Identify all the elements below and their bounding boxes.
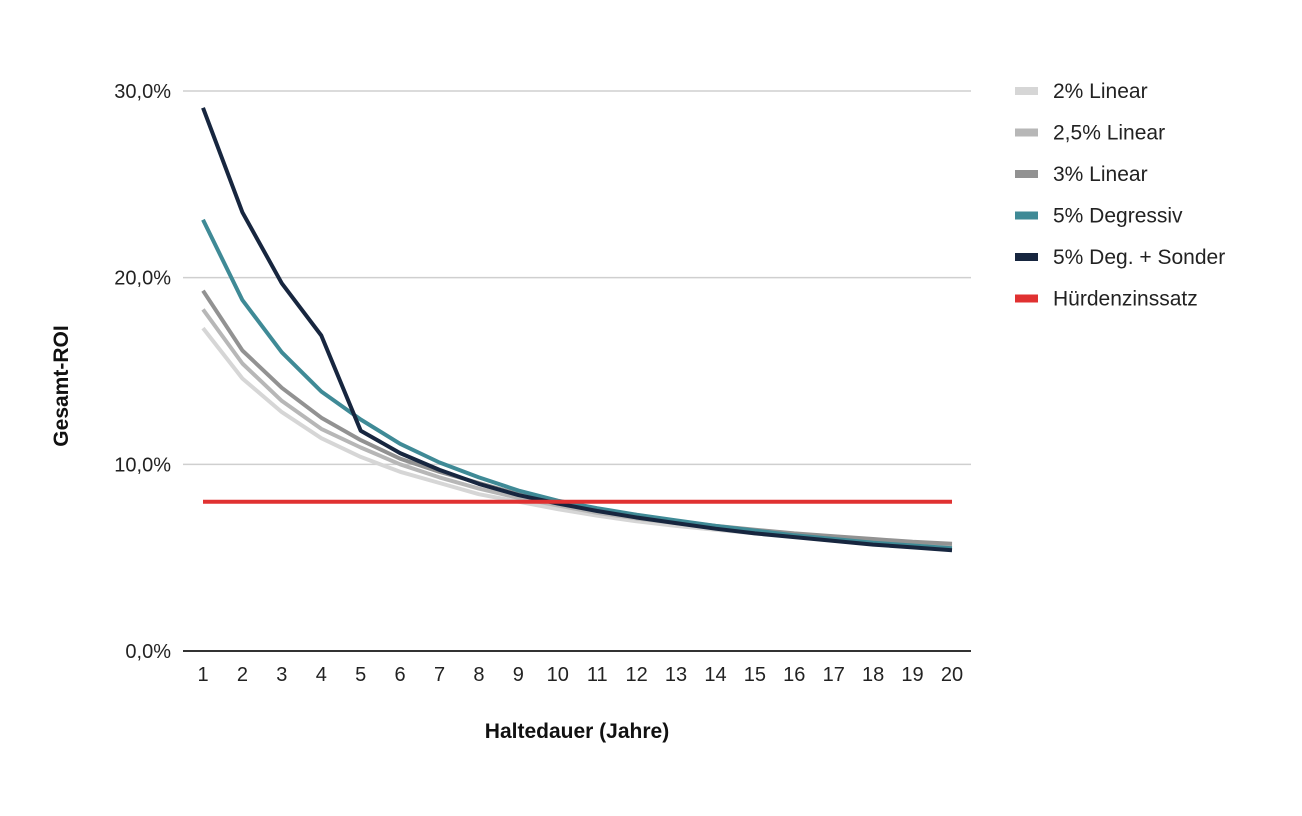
legend-label: 5% Degressiv (1053, 205, 1183, 228)
x-tick-label: 4 (316, 664, 327, 686)
legend-swatch (1015, 294, 1038, 303)
legend-label: 2% Linear (1053, 80, 1148, 103)
x-tick-label: 20 (941, 664, 963, 686)
series-line-2-5-linear (201, 308, 953, 547)
legend-swatch (1015, 87, 1038, 95)
x-tick-label: 10 (547, 664, 569, 686)
y-tick-label: 10,0% (114, 454, 171, 476)
x-tick-label: 19 (901, 664, 923, 686)
legend-swatch (1015, 170, 1038, 178)
x-axis-title: Haltedauer (Jahre) (485, 720, 669, 743)
legend-label: 2,5% Linear (1053, 122, 1165, 145)
legend-label: 5% Deg. + Sonder (1053, 246, 1225, 269)
x-tick-label: 18 (862, 664, 884, 686)
x-tick-label: 11 (587, 664, 608, 686)
x-tick-label: 1 (197, 664, 208, 686)
series-line-5-degressiv (201, 218, 953, 551)
legend-swatch (1015, 128, 1038, 137)
legend-item: 2% Linear (1015, 80, 1148, 103)
x-tick-label: 5 (355, 664, 366, 686)
y-axis-ticks: 0,0% 10,0% 20,0% 30,0% (114, 81, 171, 663)
series-line-2-linear (201, 326, 953, 549)
x-tick-label: 2 (237, 664, 248, 686)
y-tick-label: 30,0% (114, 81, 171, 103)
x-tick-label: 8 (473, 664, 484, 686)
x-tick-label: 12 (625, 664, 647, 686)
legend-item: Hürdenzinssatz (1015, 288, 1198, 311)
legend-label: Hürdenzinssatz (1053, 288, 1198, 311)
legend-label: 3% Linear (1053, 163, 1148, 186)
legend-item: 5% Deg. + Sonder (1015, 246, 1225, 269)
x-tick-label: 9 (513, 664, 524, 686)
legend-swatch (1015, 211, 1038, 220)
gridlines (183, 90, 971, 652)
x-tick-label: 3 (276, 664, 287, 686)
series-lines (201, 107, 953, 553)
legend-item: 5% Degressiv (1015, 205, 1183, 228)
y-tick-label: 20,0% (114, 268, 171, 290)
legend-item: 2,5% Linear (1015, 122, 1165, 145)
x-tick-label: 14 (704, 664, 726, 686)
legend-item: 3% Linear (1015, 163, 1148, 186)
x-tick-label: 16 (783, 664, 805, 686)
x-axis-ticks: 1 2 3 4 5 6 7 8 9 10 11 12 13 14 15 16 17 18 19 20 (197, 664, 963, 686)
x-tick-label: 7 (434, 664, 445, 686)
legend: 2% Linear 2,5% Linear 3% Linear 5% Degressi… (1015, 80, 1225, 311)
x-tick-label: 13 (665, 664, 687, 686)
y-tick-label: 0,0% (125, 641, 171, 663)
x-tick-label: 17 (823, 664, 845, 686)
series-line-5-deg-sonder (201, 107, 953, 553)
x-tick-label: 15 (744, 664, 766, 686)
legend-swatch (1015, 253, 1038, 261)
y-axis-title: Gesamt-ROI (50, 325, 73, 446)
x-tick-label: 6 (395, 664, 406, 686)
